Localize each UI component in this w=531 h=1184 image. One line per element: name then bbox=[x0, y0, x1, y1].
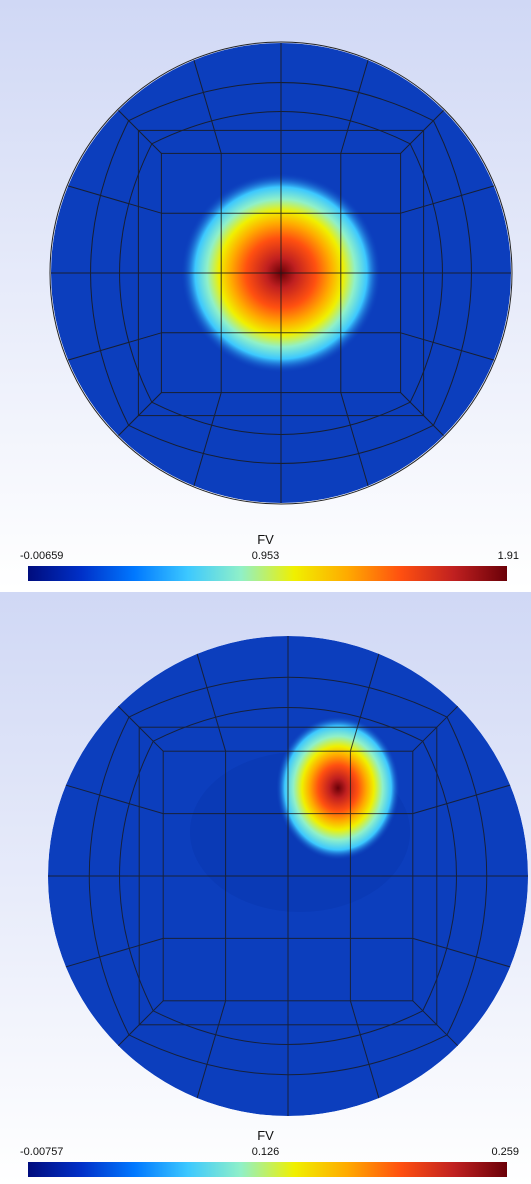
mesh-curve bbox=[119, 740, 154, 1012]
mesh-line bbox=[115, 392, 162, 439]
mesh-line bbox=[400, 185, 496, 214]
top-colorbar-max: 1.91 bbox=[497, 550, 519, 562]
bottom-colorbar-title: FV bbox=[257, 1128, 274, 1143]
top-field-view[interactable] bbox=[0, 0, 531, 590]
mesh-curve bbox=[90, 120, 130, 426]
bottom-disk bbox=[48, 636, 528, 1116]
mesh-line bbox=[64, 784, 164, 815]
mesh-line bbox=[64, 937, 164, 968]
mesh-line bbox=[196, 652, 227, 752]
mesh-line bbox=[193, 58, 222, 154]
mesh-curve bbox=[409, 143, 443, 403]
bottom-field-view[interactable] bbox=[0, 592, 531, 1184]
mesh-curve bbox=[152, 707, 424, 742]
mesh-line bbox=[340, 58, 369, 154]
mesh-line bbox=[340, 392, 369, 488]
bottom-colorbar-mid: 0.126 bbox=[251, 1146, 280, 1158]
bottom-colorbar-min: -0.00757 bbox=[20, 1146, 64, 1158]
mesh-line bbox=[66, 332, 162, 361]
bottom-hotspot bbox=[276, 716, 400, 860]
mesh-curve bbox=[152, 1010, 424, 1045]
mesh-line bbox=[400, 107, 447, 154]
mesh-line bbox=[412, 1000, 462, 1050]
top-colorbar-gradient bbox=[28, 566, 507, 581]
mesh-curve bbox=[119, 143, 153, 403]
mesh-line bbox=[114, 1000, 164, 1050]
top-panel: FV -0.00659 0.953 1.91 bbox=[0, 0, 531, 590]
mesh-line bbox=[114, 702, 164, 752]
top-mesh bbox=[51, 43, 511, 503]
mesh-curve bbox=[422, 740, 457, 1012]
mesh-line bbox=[115, 107, 162, 154]
mesh-line bbox=[349, 652, 380, 752]
top-disk bbox=[51, 43, 511, 503]
mesh-line bbox=[196, 1000, 227, 1100]
mesh-line bbox=[349, 1000, 380, 1100]
top-disk-outline bbox=[49, 41, 513, 505]
mesh-line bbox=[412, 702, 462, 752]
mesh-curve bbox=[151, 111, 411, 145]
top-colorbar: FV -0.00659 0.953 1.91 bbox=[0, 520, 531, 590]
bottom-colorbar-max: 0.259 bbox=[491, 1146, 519, 1158]
mesh-curve bbox=[128, 1034, 448, 1076]
top-colorbar-min: -0.00659 bbox=[20, 550, 64, 562]
mesh-curve bbox=[128, 676, 448, 718]
mesh-curve bbox=[88, 716, 130, 1036]
mesh-curve bbox=[128, 424, 434, 464]
top-colorbar-mid: 0.953 bbox=[251, 550, 280, 562]
mesh-curve bbox=[151, 401, 411, 435]
bottom-mesh bbox=[48, 636, 528, 1116]
mesh-curve bbox=[446, 716, 488, 1036]
mesh-curve bbox=[432, 120, 472, 426]
mesh-line bbox=[193, 392, 222, 488]
mesh-line bbox=[400, 332, 496, 361]
mesh-curve bbox=[128, 82, 434, 122]
mesh-line bbox=[400, 392, 447, 439]
top-colorbar-title: FV bbox=[257, 532, 274, 547]
bottom-colorbar-gradient bbox=[28, 1162, 507, 1177]
bottom-colorbar: FV -0.00757 0.126 0.259 bbox=[0, 1118, 531, 1184]
mesh-line bbox=[412, 937, 512, 968]
bottom-panel: FV -0.00757 0.126 0.259 bbox=[0, 592, 531, 1184]
mesh-line bbox=[412, 784, 512, 815]
mesh-line bbox=[66, 185, 162, 214]
